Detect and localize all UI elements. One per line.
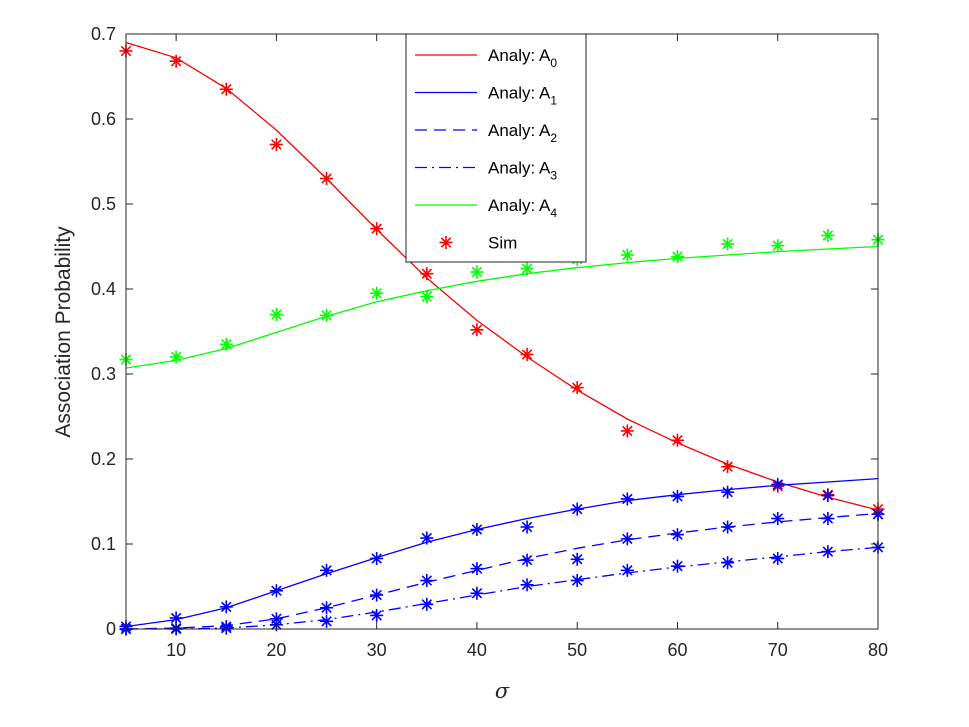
sim-marker — [670, 489, 684, 503]
legend-marker-sim — [439, 236, 453, 249]
x-tick-label: 10 — [166, 640, 186, 660]
sim-marker — [520, 553, 534, 567]
sim-marker — [620, 248, 634, 262]
sim-marker — [420, 267, 434, 281]
sim-marker — [219, 600, 233, 614]
sim-marker — [370, 551, 384, 565]
y-tick-label: 0 — [106, 619, 116, 639]
sim-marker — [269, 308, 283, 321]
x-tick-label: 30 — [367, 640, 387, 660]
sim-marker — [771, 512, 785, 525]
sim-marker — [520, 347, 534, 361]
sim-marker — [821, 489, 835, 503]
sim-marker — [219, 82, 233, 96]
sim-markers — [119, 44, 885, 636]
series-line-a0 — [125, 41, 879, 511]
series-line-a1 — [125, 477, 879, 628]
sim-marker — [721, 485, 735, 499]
sim-marker — [470, 562, 484, 576]
sim-marker — [470, 586, 484, 600]
y-tick-label: 0.5 — [91, 194, 116, 214]
y-tick-label: 0.7 — [91, 24, 116, 44]
sim-marker — [670, 433, 684, 447]
legend-label-sim: Sim — [488, 234, 517, 253]
sim-marker — [370, 588, 384, 602]
sim-marker — [771, 239, 785, 253]
sim-marker — [470, 523, 484, 537]
sim-marker — [370, 286, 384, 300]
x-axis-label: σ — [495, 679, 510, 703]
sim-marker — [169, 54, 183, 68]
y-tick-label: 0.3 — [91, 364, 116, 384]
y-tick-label: 0.6 — [91, 109, 116, 129]
sim-marker — [420, 597, 434, 611]
sim-marker — [269, 138, 283, 151]
series-line-a3 — [126, 546, 879, 630]
sim-marker — [269, 584, 283, 598]
sim-marker — [821, 512, 835, 525]
sim-marker — [670, 559, 684, 573]
sim-marker — [821, 545, 835, 559]
sim-marker — [721, 520, 735, 534]
sim-marker — [620, 492, 634, 506]
sim-marker — [520, 520, 534, 534]
sim-marker — [219, 621, 233, 635]
sim-marker — [670, 528, 684, 542]
sim-marker — [420, 290, 434, 304]
x-tick-label: 80 — [868, 640, 888, 660]
sim-marker — [771, 478, 785, 491]
sim-marker — [771, 551, 785, 565]
sim-marker — [670, 250, 684, 264]
sim-marker — [570, 381, 584, 395]
sim-marker — [420, 531, 434, 545]
legend-box — [405, 33, 587, 263]
sim-marker — [570, 552, 584, 566]
sim-marker — [620, 563, 634, 577]
sim-marker — [570, 574, 584, 588]
sim-marker — [620, 424, 634, 438]
x-tick-label: 50 — [567, 640, 587, 660]
sim-marker — [320, 308, 334, 322]
sim-marker — [320, 172, 334, 185]
series-line-a4 — [125, 245, 879, 369]
sim-marker — [370, 222, 384, 236]
sim-marker — [721, 460, 735, 474]
y-tick-label: 0.2 — [91, 449, 116, 469]
x-tick-label: 40 — [467, 640, 487, 660]
x-tick-label: 60 — [667, 640, 687, 660]
sim-marker — [620, 532, 634, 546]
y-tick-label: 0.1 — [91, 534, 116, 554]
sim-marker — [420, 574, 434, 588]
y-tick-label: 0.4 — [91, 279, 116, 299]
x-tick-label: 20 — [266, 640, 286, 660]
sim-marker — [320, 563, 334, 577]
sim-marker — [520, 578, 534, 592]
sim-marker — [370, 608, 384, 622]
series-layer — [125, 41, 879, 630]
series-line-a2 — [125, 512, 879, 630]
sim-marker — [721, 237, 735, 251]
sim-marker — [320, 601, 334, 615]
sim-marker — [169, 350, 183, 364]
sim-marker — [721, 556, 735, 570]
sim-marker — [520, 262, 534, 276]
y-axis-label: Association Probability — [52, 226, 75, 438]
sim-marker — [320, 614, 334, 628]
sim-marker — [219, 337, 233, 351]
sim-marker — [570, 502, 584, 516]
sim-marker — [470, 265, 484, 279]
x-tick-label: 70 — [768, 640, 788, 660]
sim-marker — [470, 323, 484, 337]
sim-marker — [821, 228, 835, 242]
axis-ticks: 10 20 30 40 50 60 70 80 0 0.1 0.2 0.3 0.4 0.5 0.6 0.7 — [91, 24, 888, 660]
